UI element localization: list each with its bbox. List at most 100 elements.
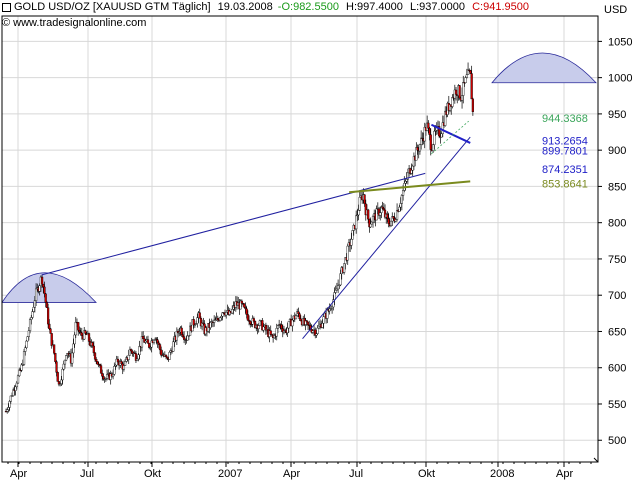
symbol-label: GOLD USD/OZ [XAUUSD GTM Täglich] <box>14 1 211 13</box>
level-label: 853.8641 <box>542 179 588 191</box>
candle <box>276 325 280 329</box>
candle <box>465 74 468 78</box>
x-axis: Apr Jul Okt 2007 Apr Jul Okt 2008 Apr <box>7 457 599 480</box>
candle <box>96 361 99 365</box>
candle <box>291 319 294 327</box>
candle <box>451 97 454 107</box>
candle <box>25 340 28 348</box>
candle <box>40 276 44 285</box>
copyright-label: © www.tradesignalonline.com <box>2 17 147 29</box>
candle <box>65 355 68 361</box>
candle <box>8 401 11 408</box>
candle <box>152 339 156 343</box>
candle <box>172 341 175 352</box>
candle <box>427 122 430 129</box>
trendline-up <box>302 136 471 340</box>
candle <box>120 361 123 365</box>
candle <box>186 335 189 341</box>
trendlines <box>41 120 471 340</box>
chart-header: GOLD USD/OZ [XAUUSD GTM Täglich] 19.03.2… <box>0 0 529 15</box>
candle <box>333 292 336 300</box>
candle <box>219 317 222 321</box>
y-tick-label: 700 <box>608 290 626 302</box>
candle <box>168 351 171 360</box>
candle <box>43 286 46 295</box>
candle <box>411 165 414 171</box>
candle <box>350 239 353 246</box>
candle <box>87 333 91 342</box>
candle <box>381 206 384 209</box>
candle <box>429 134 432 150</box>
candle <box>150 340 153 348</box>
candle <box>244 306 247 310</box>
candle <box>22 351 26 365</box>
candle <box>140 336 144 348</box>
candle <box>370 221 373 225</box>
candle <box>258 320 261 326</box>
candle <box>49 328 52 334</box>
candle <box>322 316 325 324</box>
candle <box>249 321 252 325</box>
candle <box>317 325 320 329</box>
candle <box>405 179 408 182</box>
x-tick-label: 2008 <box>490 468 514 480</box>
candle <box>216 318 219 320</box>
candle <box>72 343 75 354</box>
candle <box>471 98 474 113</box>
price-series <box>4 62 474 414</box>
open-value: -O:982.5500 <box>277 1 339 13</box>
candle <box>311 330 314 333</box>
candle <box>101 373 104 377</box>
candle <box>193 324 197 326</box>
candle <box>146 339 150 344</box>
candle <box>355 215 358 230</box>
y-tick-label: 650 <box>608 326 626 338</box>
candle <box>53 344 56 354</box>
candle <box>27 330 30 337</box>
candle <box>24 347 27 352</box>
candle <box>77 322 80 331</box>
candle <box>444 110 447 126</box>
candle <box>401 190 405 196</box>
candle <box>63 359 67 365</box>
candle <box>127 355 130 360</box>
candle <box>144 340 147 343</box>
candle <box>38 285 41 292</box>
candle <box>246 314 249 321</box>
candle <box>305 320 308 323</box>
candle <box>180 327 183 335</box>
candle <box>367 209 370 220</box>
candle <box>316 327 319 334</box>
candle <box>137 354 140 360</box>
candle <box>138 345 141 355</box>
candle <box>470 73 473 100</box>
candle <box>392 216 395 219</box>
candle <box>113 366 116 375</box>
candle <box>371 216 375 223</box>
candle <box>400 195 403 204</box>
candle <box>93 352 97 360</box>
candle <box>440 133 443 138</box>
candle <box>55 361 58 373</box>
level-label: 874.2351 <box>542 164 588 176</box>
candle <box>50 333 53 346</box>
candle <box>30 317 33 320</box>
y-tick-label: 550 <box>608 399 626 411</box>
candle <box>198 312 201 319</box>
candle <box>351 230 354 240</box>
candle <box>181 334 184 337</box>
candle <box>343 263 346 273</box>
candle <box>428 128 431 135</box>
candle <box>209 322 212 328</box>
candle <box>369 223 372 228</box>
candle <box>42 284 45 288</box>
candle <box>196 317 199 324</box>
candle <box>48 323 51 330</box>
candle <box>286 327 289 334</box>
candle <box>252 318 255 322</box>
candle <box>47 307 50 325</box>
candle <box>32 307 35 312</box>
candle <box>398 206 401 212</box>
